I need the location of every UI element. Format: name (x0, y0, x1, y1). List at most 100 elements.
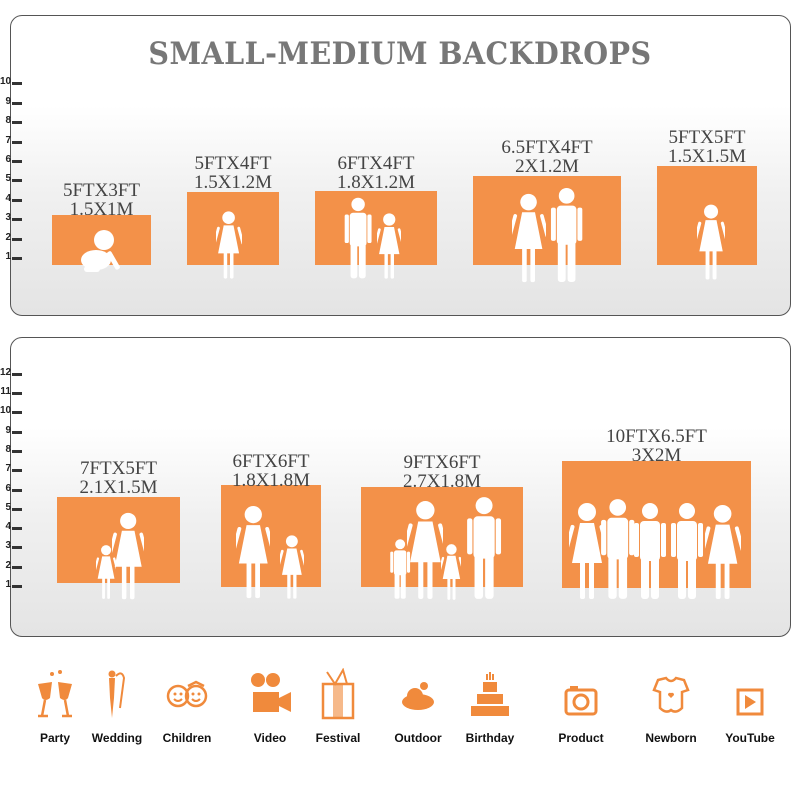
ruler-tick (12, 237, 22, 241)
size-label-m: 2.1X1.5M (79, 477, 158, 498)
ruler-label: 10 (0, 76, 12, 88)
ruler-tick (12, 546, 22, 550)
person-silhouette (235, 505, 271, 599)
use-case-label: Party (39, 731, 71, 745)
backdrop-size-rect (315, 191, 437, 265)
person-silhouette (551, 187, 583, 283)
person-silhouette (705, 504, 741, 600)
cloud-icon (393, 668, 443, 720)
size-label-ft: 9FTX6FT (403, 452, 481, 473)
ruler-tick (12, 218, 22, 222)
ruler-label: 5 (5, 173, 11, 185)
ruler-label: 10 (0, 405, 12, 417)
size-label-ft: 6FTX6FT (232, 451, 310, 472)
ruler-tick (12, 392, 22, 395)
size-label-m: 2X1.2M (515, 156, 579, 177)
small-backdrops-panel (10, 15, 791, 316)
ruler-label: 4 (5, 521, 11, 533)
birthday-cake-icon (465, 668, 515, 720)
movie-camera-icon (245, 668, 295, 720)
size-label-m: 1.8X1.2M (336, 172, 416, 193)
ruler-tick (12, 469, 22, 473)
ruler-label: 4 (5, 192, 11, 204)
size-label-ft: 6FTX4FT (337, 153, 415, 174)
backdrop-size-rect (57, 497, 180, 583)
person-silhouette (406, 501, 444, 599)
ruler-label: 6 (5, 154, 11, 165)
use-case-label: Children (162, 731, 212, 745)
ruler-tick (12, 82, 22, 86)
use-case-label: Outdoor (394, 731, 442, 745)
ruler-label: 8 (5, 115, 11, 127)
size-label-ft: 7FTX5FT (79, 458, 158, 479)
ruler-tick (12, 179, 22, 183)
ruler-label: 2 (5, 559, 11, 571)
ruler-label: 12 (0, 366, 12, 378)
camera-icon (556, 668, 606, 720)
ruler-label: 11 (0, 386, 11, 397)
baby-onesie-icon (646, 668, 696, 720)
ruler-tick (12, 198, 22, 202)
ruler-tick (12, 101, 22, 105)
ruler-label: 3 (5, 540, 11, 552)
use-case-label: Wedding (91, 731, 143, 745)
size-label-ft: 5FTX3FT (62, 180, 141, 201)
person-silhouette (601, 499, 635, 599)
use-case-label: Festival (315, 731, 361, 745)
size-label-ft: 6.5FTX4FT (501, 137, 593, 158)
size-label-m: 1.8X1.8M (231, 470, 311, 491)
ruler-label: 7 (5, 463, 11, 475)
ruler-label: 1 (5, 579, 11, 590)
size-label-m: 1.5X1.2M (193, 172, 273, 193)
person-silhouette (390, 539, 410, 599)
ruler-tick (12, 488, 22, 492)
size-label-m: 3X2M (631, 445, 682, 466)
person-silhouette (634, 503, 666, 599)
crawling-baby-silhouette (81, 230, 120, 272)
use-case-label: Video (253, 731, 287, 745)
ruler-tick (12, 257, 22, 260)
person-silhouette (512, 193, 546, 283)
ruler-label: 3 (5, 212, 11, 224)
ruler-label: 6 (5, 482, 11, 494)
ruler-tick (12, 527, 22, 531)
person-silhouette (280, 535, 304, 599)
wedding-couple-icon (92, 668, 142, 720)
ruler-tick (12, 411, 22, 415)
size-label-ft: 5FTX4FT (194, 153, 272, 174)
ruler-label: 1 (5, 251, 11, 262)
children-faces-icon (162, 668, 212, 720)
ruler-tick (12, 585, 22, 588)
size-label-ft: 10FTX6.5FT (606, 426, 707, 447)
play-button-icon (725, 668, 775, 720)
person-silhouette (440, 544, 462, 600)
use-case-label: Newborn (645, 731, 697, 745)
size-label-m: 1.5X1.5M (667, 146, 747, 167)
ruler-tick (12, 565, 22, 569)
page-title: SMALL-MEDIUM BACKDROPS (148, 36, 652, 72)
size-label-ft: 5FTX5FT (668, 127, 746, 148)
ruler-label: 5 (5, 501, 11, 513)
ruler-tick (12, 449, 22, 453)
ruler-label: 9 (5, 95, 11, 107)
person-silhouette (696, 204, 726, 280)
person-silhouette (111, 512, 145, 600)
champagne-glasses-icon (30, 668, 80, 720)
gift-box-icon (313, 667, 363, 720)
person-silhouette (216, 211, 242, 279)
ruler-tick (12, 507, 22, 511)
use-case-label: Birthday (465, 731, 515, 745)
ruler-tick (12, 140, 22, 144)
use-case-label: Product (558, 731, 604, 745)
ruler-tick (12, 372, 22, 376)
person-silhouette (95, 545, 117, 599)
person-silhouette (344, 197, 372, 279)
person-silhouette (376, 213, 402, 279)
ruler-tick (12, 121, 22, 125)
ruler-label: 9 (5, 424, 11, 436)
ruler-label: 7 (5, 134, 11, 146)
person-silhouette (671, 503, 703, 599)
size-label-m: 1.5X1M (69, 199, 134, 220)
size-label-m: 2.7X1.8M (402, 471, 482, 492)
ruler-label: 8 (5, 443, 11, 455)
